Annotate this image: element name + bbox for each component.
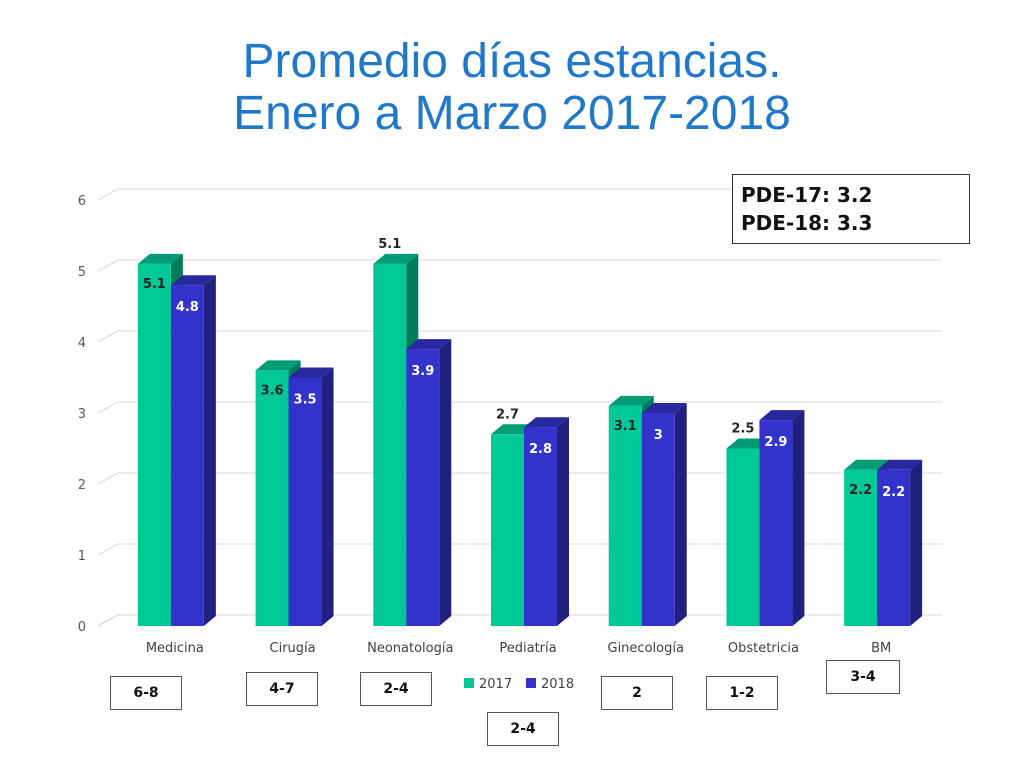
data-label-2017-6: 2.2 [849, 483, 872, 498]
bar-2018-1-side [321, 367, 334, 626]
data-label-2018-0: 4.8 [176, 300, 199, 315]
bar-2018-6 [877, 459, 923, 626]
bar-2017-0-top [137, 253, 183, 264]
bar-2018-4-side [674, 403, 687, 626]
bar-2017-2-top [373, 253, 419, 264]
data-label-2018-5: 2.9 [764, 435, 787, 450]
y-tick-label: 6 [78, 194, 86, 209]
bar-2018-5-front [759, 420, 793, 626]
data-label-2018-3: 2.8 [529, 442, 552, 457]
bar-2018-6-top [877, 459, 923, 470]
bar-2018-3-side [557, 417, 569, 626]
gridline-depth [97, 543, 119, 556]
y-tick-label: 4 [78, 336, 86, 351]
bar-2017-6-front [844, 469, 878, 626]
bar-2017-1-top [255, 360, 301, 371]
data-label-2017-0: 5.1 [143, 277, 166, 292]
x-category-label: BM [871, 641, 891, 656]
bar-2018-4-front [641, 413, 675, 626]
gridline-depth [97, 330, 119, 343]
data-label-2017-5: 2.5 [731, 422, 754, 437]
bar-2018-0 [170, 275, 216, 626]
bar-2017-5-front [726, 448, 760, 626]
x-category-label: Medicina [146, 641, 204, 656]
y-tick-label: 2 [78, 478, 86, 493]
y-tick-label: 0 [78, 620, 86, 635]
x-category-label: Pediatría [499, 641, 556, 656]
bar-2018-3 [524, 417, 569, 626]
data-label-2017-4: 3.1 [614, 419, 637, 434]
bar-2018-3-top [524, 417, 569, 428]
range-box-cirugia: 4-7 [246, 672, 318, 706]
bar-2017-4-top [608, 395, 654, 406]
range-box-ginecologia: 2 [601, 676, 673, 710]
range-box-medicina: 6-8 [110, 676, 182, 710]
bar-2018-5-top [759, 410, 805, 421]
legend: 2017 2018 [464, 677, 574, 692]
data-label-2018-2: 3.9 [411, 364, 434, 379]
gridline-depth [97, 188, 119, 201]
data-label-2018-6: 2.2 [882, 485, 905, 500]
bar-2018-3-front [524, 427, 557, 626]
legend-swatch-2017 [464, 678, 474, 688]
bar-2018-5 [759, 410, 805, 626]
bar-2017-4-front [608, 405, 642, 626]
range-box-pediatria: 2-4 [487, 712, 559, 746]
pde-summary-box: PDE-17: 3.2 PDE-18: 3.3 [732, 174, 970, 244]
gridline-depth [97, 259, 119, 272]
chart-title: Promedio días estancias. Enero a Marzo 2… [0, 36, 1024, 140]
bar-2018-1-top [288, 367, 334, 378]
range-box-obstetricia: 1-2 [706, 676, 778, 710]
x-category-label: Neonatología [367, 641, 453, 656]
x-category-label: Ginecología [608, 641, 684, 656]
pde-2018-text: PDE-18: 3.3 [741, 211, 873, 235]
bar-2018-0-side [203, 275, 216, 626]
bar-2018-4-top [641, 403, 687, 413]
pde-2017-text: PDE-17: 3.2 [741, 183, 873, 207]
bar-2017-2-front [373, 263, 407, 626]
data-label-2017-2: 5.1 [378, 237, 401, 252]
gridline-depth [97, 401, 119, 414]
floor-depth [97, 614, 119, 627]
bar-2018-1 [288, 367, 334, 626]
y-tick-label: 1 [78, 549, 86, 564]
gridlines [97, 188, 942, 627]
bar-2018-2-side [439, 339, 452, 626]
bar-2018-0-front [170, 285, 204, 626]
bar-2018-0-top [170, 275, 216, 286]
bar-2017-6-top [844, 459, 890, 470]
bar-2018-2-front [406, 349, 440, 626]
bar-2017-3-front [491, 434, 524, 626]
bar-2018-1-front [288, 377, 322, 626]
bar-2018-2 [406, 339, 452, 626]
range-box-neonatologia: 2-4 [360, 672, 432, 706]
range-box-bm: 3-4 [826, 660, 900, 694]
legend-swatch-2018 [526, 678, 536, 688]
bar-2018-6-front [877, 469, 911, 626]
data-label-2017-1: 3.6 [261, 383, 284, 398]
gridline-depth [97, 472, 119, 485]
bar-2018-6-side [910, 459, 923, 626]
data-label-2017-3: 2.7 [496, 407, 519, 422]
y-tick-label: 3 [78, 407, 86, 422]
bar-2018-4 [641, 403, 687, 626]
title-line-2: Enero a Marzo 2017-2018 [233, 87, 791, 140]
legend-label-2017: 2017 [479, 677, 512, 692]
bar-2018-2-top [406, 339, 452, 350]
bar-2017-1-front [255, 370, 289, 626]
title-line-1: Promedio días estancias. [242, 35, 782, 88]
x-category-label: Cirugía [270, 641, 316, 656]
x-category-label: Obstetricia [728, 641, 799, 656]
bar-2018-5-side [792, 410, 805, 626]
data-label-2018-1: 3.5 [294, 393, 317, 408]
y-tick-label: 5 [78, 265, 86, 280]
legend-label-2018: 2018 [541, 677, 574, 692]
bar-2017-0-front [137, 263, 171, 626]
data-label-2018-4: 3 [654, 428, 663, 443]
